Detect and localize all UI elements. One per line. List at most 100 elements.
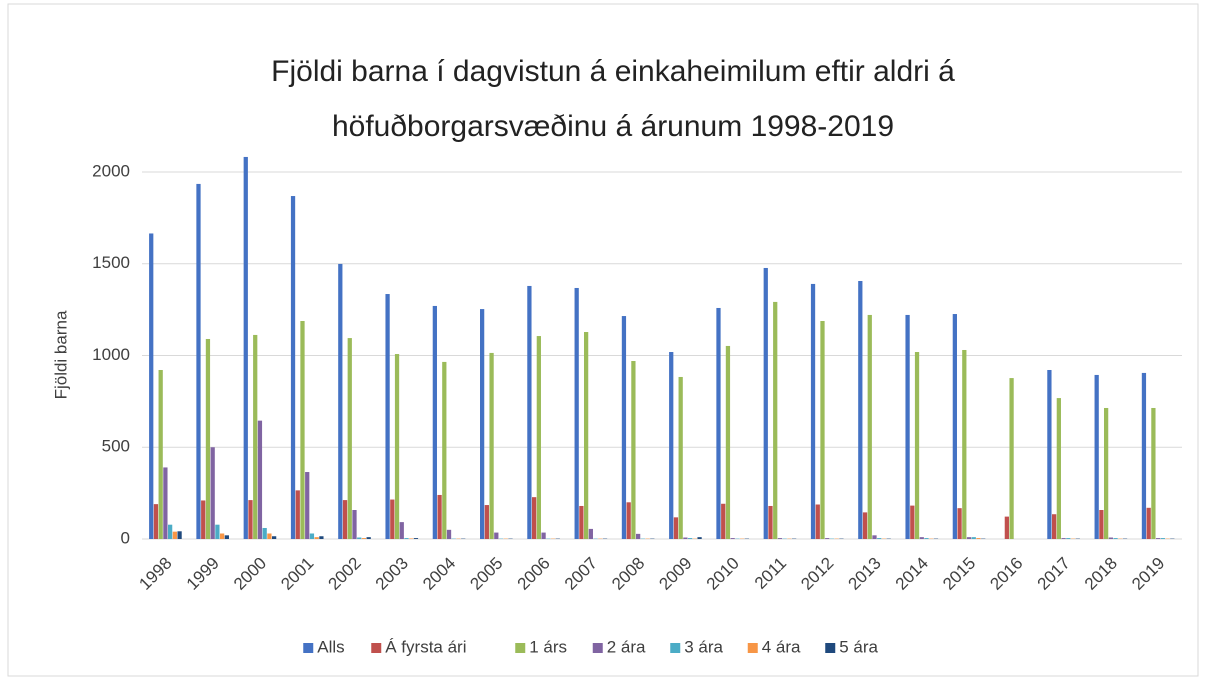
y-tick-label: 500 (102, 437, 130, 456)
bar (1061, 538, 1066, 539)
bar (536, 336, 541, 539)
y-tick-label: 1000 (92, 345, 130, 364)
bar (210, 447, 215, 539)
bar (976, 538, 981, 539)
bar (621, 316, 627, 539)
bar (314, 537, 319, 539)
bar (257, 420, 263, 539)
bar (480, 309, 485, 539)
bar (763, 267, 768, 539)
bar (919, 537, 924, 539)
bar (905, 314, 910, 539)
legend-swatch (515, 643, 526, 653)
bar (220, 533, 225, 539)
bar (877, 538, 882, 539)
y-tick-label: 1500 (92, 253, 130, 272)
bar (697, 537, 702, 539)
bar (957, 508, 962, 539)
bar (574, 287, 579, 539)
bar (1151, 407, 1156, 539)
bar (1146, 507, 1151, 539)
legend-swatch (592, 643, 603, 653)
bar (309, 533, 315, 539)
bar (683, 537, 688, 539)
legend-label: 1 árs (529, 637, 567, 656)
bar (494, 532, 499, 539)
bar (952, 314, 957, 539)
bar (361, 538, 367, 539)
bar (215, 524, 220, 539)
bar (399, 522, 404, 539)
bar (867, 314, 872, 539)
bar (669, 352, 674, 539)
bar (168, 524, 173, 539)
legend-label: 2 ára (607, 637, 646, 656)
bar (541, 532, 546, 539)
bar (319, 536, 324, 539)
bar (1141, 372, 1147, 539)
bar (357, 537, 362, 539)
chart-title: höfuðborgarsvæðinu á árunum 1998-2019 (332, 110, 894, 143)
bar (338, 263, 343, 539)
bar (725, 345, 731, 539)
bar (413, 538, 419, 539)
bar (196, 183, 201, 540)
legend-swatch (371, 643, 382, 653)
bar (825, 538, 830, 539)
bar (272, 536, 277, 539)
bar (153, 504, 159, 539)
legend-swatch (670, 643, 681, 653)
bar (158, 369, 163, 539)
bar (773, 301, 778, 539)
bar (404, 538, 409, 539)
bar (1004, 516, 1009, 539)
legend-label: 5 ára (839, 637, 878, 656)
bar (721, 503, 726, 539)
bar (962, 349, 967, 539)
y-tick-label: 0 (121, 528, 130, 547)
bar (366, 537, 371, 539)
bar (409, 538, 414, 539)
bar (584, 332, 589, 539)
bar (201, 500, 206, 539)
bar (971, 537, 976, 539)
bar (730, 538, 735, 539)
bar (390, 499, 395, 539)
bar (527, 285, 532, 539)
bar (267, 533, 272, 539)
bar (300, 321, 305, 539)
bar (716, 307, 721, 539)
bar (777, 538, 783, 539)
bar (626, 502, 631, 539)
bar (858, 280, 863, 539)
bar (290, 196, 296, 539)
bar (914, 352, 920, 539)
bar (442, 361, 447, 539)
bar (532, 497, 537, 539)
legend-swatch (747, 643, 758, 653)
legend-swatch (303, 643, 314, 653)
bar (636, 533, 641, 539)
bar (484, 505, 489, 539)
bar (163, 467, 168, 539)
bar (394, 354, 400, 539)
bar (910, 505, 915, 539)
bar (579, 505, 584, 539)
bar (631, 361, 636, 539)
bar (432, 305, 437, 539)
bar (305, 472, 310, 539)
bar (872, 535, 877, 539)
y-tick-label: 2000 (92, 161, 130, 180)
bar (295, 490, 300, 539)
bar (446, 529, 452, 539)
bar (172, 531, 177, 539)
bar (149, 233, 154, 539)
bar (862, 512, 868, 539)
bar (205, 338, 211, 539)
bar (1104, 407, 1109, 539)
bar (815, 504, 820, 539)
bar (810, 283, 816, 539)
bar (768, 505, 773, 539)
bar (347, 338, 352, 539)
bar (1099, 510, 1104, 539)
